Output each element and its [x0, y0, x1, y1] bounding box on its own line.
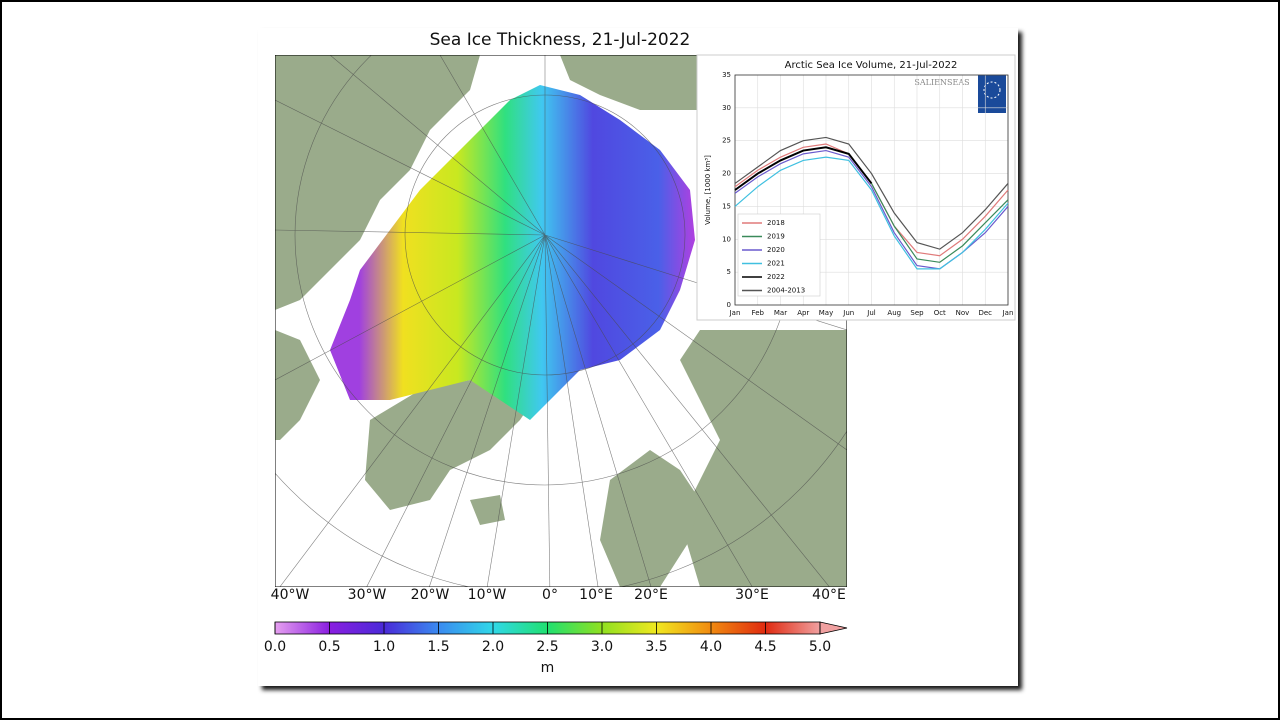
longitude-label: 0°: [542, 587, 558, 603]
x-tick-label: Jul: [866, 309, 876, 317]
map-title: Sea Ice Thickness, 21-Jul-2022: [430, 30, 691, 50]
x-tick-label: May: [819, 309, 833, 317]
colorbar: 0.0 0.5 1.0 1.5 2.0 2.5 3.0 3.5 4.0 4.5 5.0 m: [264, 621, 848, 676]
logo-stars: [983, 81, 1001, 99]
x-tick-label: Mar: [774, 309, 787, 317]
inset-title: Arctic Sea Ice Volume, 21-Jul-2022: [785, 60, 958, 71]
map: [275, 55, 847, 587]
x-tick-label: Nov: [956, 309, 970, 317]
x-tick-label: Jan: [729, 309, 741, 317]
y-tick-label: 10: [722, 235, 731, 243]
watermark: SALIENSEAS: [914, 78, 969, 87]
colorbar-tick-label: 1.5: [427, 639, 449, 655]
colorbar-tick-label: 0.5: [318, 639, 340, 655]
x-tick-label: Apr: [797, 309, 809, 317]
series-line: [734, 156, 1009, 270]
series-line: [734, 146, 873, 191]
y-tick-label: 15: [722, 202, 731, 210]
x-tick-label: Aug: [887, 309, 901, 317]
legend-label: 2004-2013: [767, 287, 805, 295]
series-line: [734, 136, 1009, 250]
colorbar-tick-label: 4.0: [700, 639, 722, 655]
longitude-label: 10°E: [579, 587, 613, 603]
colorbar-unit: m: [541, 660, 555, 676]
x-tick-label: Feb: [752, 309, 765, 317]
y-tick-label: 0: [727, 301, 731, 309]
longitude-label: 10°W: [468, 587, 507, 603]
y-tick-label: 5: [727, 268, 731, 276]
legend-label: 2022: [767, 273, 785, 281]
x-tick-label: Dec: [978, 309, 992, 317]
y-tick-label: 30: [722, 104, 731, 112]
inset-plot: 0 5 10 15 20 25 30 35 Jan Feb Mar Apr May Jun Jul Aug Se…: [722, 71, 1013, 317]
y-tick-label: 25: [722, 137, 731, 145]
longitude-label: 20°W: [411, 587, 450, 603]
colorbar-tick-label: 2.5: [536, 639, 558, 655]
legend-label: 2019: [767, 233, 785, 241]
colorbar-tick-label: 0.0: [264, 639, 286, 655]
longitude-label: 40°W: [271, 587, 310, 603]
longitude-label: 30°E: [735, 587, 769, 603]
logo: [978, 75, 1006, 113]
legend-label: 2021: [767, 260, 785, 268]
legend-label: 2018: [767, 219, 785, 227]
x-tick-label: Jun: [842, 309, 854, 317]
y-tick-label: 35: [722, 71, 731, 79]
x-tick-label: Oct: [934, 309, 946, 317]
x-tick-label: Jan: [1002, 309, 1014, 317]
colorbar-tick-label: 1.0: [373, 639, 395, 655]
legend-box: [737, 213, 821, 297]
longitude-label: 40°E: [812, 587, 846, 603]
colorbar-tick-label: 3.5: [645, 639, 667, 655]
colorbar-tick-label: 3.0: [591, 639, 613, 655]
x-tick-label: Sep: [910, 309, 924, 317]
colorbar-tick-label: 2.0: [482, 639, 504, 655]
legend-label: 2020: [767, 246, 785, 254]
colorbar-tick-label: 4.5: [754, 639, 776, 655]
longitude-label: 20°E: [634, 587, 668, 603]
y-tick-label: 20: [722, 170, 731, 178]
longitude-labels: 40°W 30°W 20°W 10°W 0° 10°E 20°E 30°E 40°E: [271, 587, 846, 603]
longitude-label: 30°W: [348, 587, 387, 603]
colorbar-tick-label: 5.0: [809, 639, 831, 655]
y-axis-label: Volume, [1000 km³]: [704, 155, 712, 225]
